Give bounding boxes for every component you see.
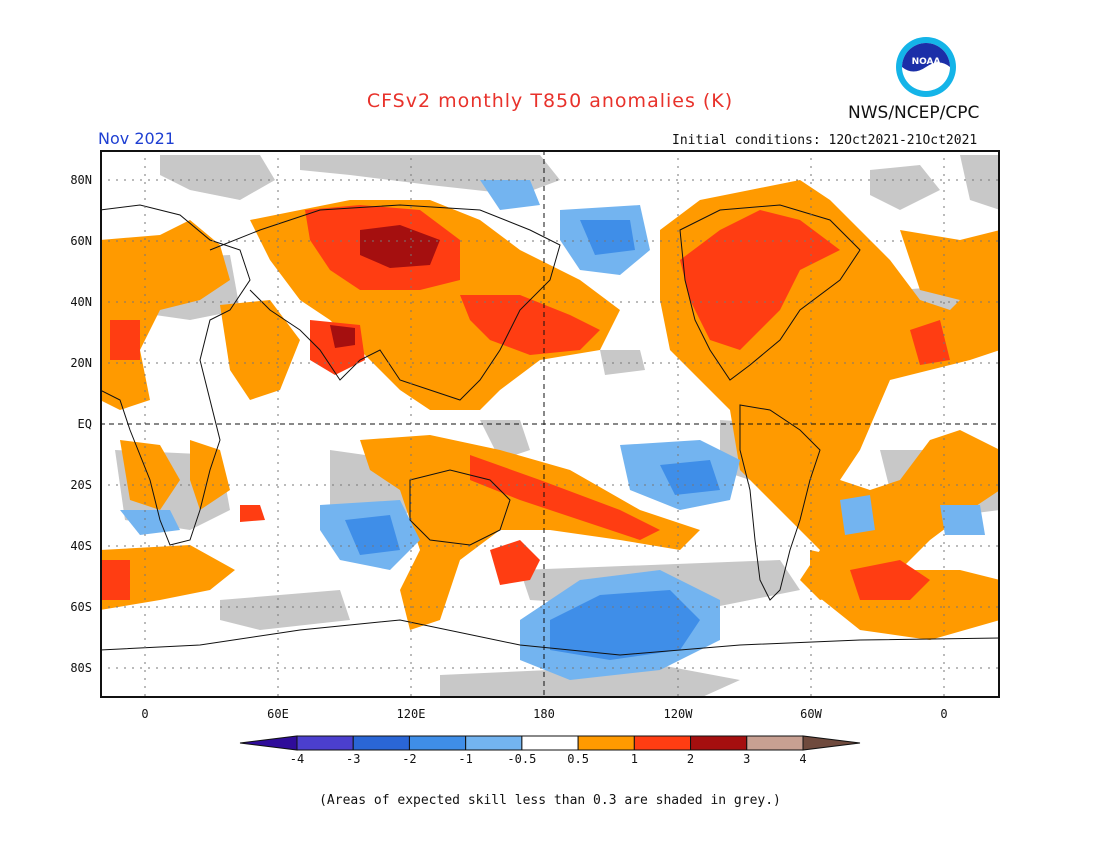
colorbar-label: 1: [630, 752, 638, 766]
skill-footnote: (Areas of expected skill less than 0.3 a…: [319, 793, 781, 808]
colorbar-label: -3: [345, 752, 361, 766]
lon-label: 120W: [663, 707, 693, 721]
colorbar-label: -1: [458, 752, 473, 766]
colorbar-cell: [408, 735, 467, 751]
forecast-month: Nov 2021: [98, 129, 176, 148]
lat-label: 60S: [70, 600, 92, 614]
colorbar-cell: [577, 735, 635, 751]
colorbar-cell: [690, 735, 748, 751]
colorbar-cell: [746, 735, 804, 751]
coastlines: [100, 204, 1000, 656]
colorbar-arrow-low: [239, 735, 298, 751]
lat-label: 20S: [70, 478, 92, 492]
map-title: CFSv2 monthly T850 anomalies (K): [366, 90, 734, 112]
lon-label: 0: [940, 707, 948, 721]
colorbar-label: 4: [799, 752, 807, 766]
lon-label: 180: [533, 707, 555, 721]
lat-label: 80S: [70, 661, 92, 675]
colorbar-label: -0.5: [507, 752, 537, 766]
colorbar-label: -4: [289, 752, 305, 766]
colorbar-label: 2: [686, 752, 695, 766]
colorbar-arrow-high: [802, 735, 861, 751]
lon-label: 60W: [800, 707, 822, 721]
anomaly-neg1-neg2: [345, 220, 720, 660]
lon-label: 60E: [267, 707, 289, 721]
map-border: [100, 150, 1000, 698]
lat-label: 20N: [70, 356, 92, 370]
agency-label: NWS/NCEP/CPC: [848, 103, 980, 123]
anomaly-map: [100, 150, 1000, 698]
colorbar-cell: [296, 735, 354, 751]
initial-conditions: Initial conditions: 12Oct2021-21Oct2021: [672, 133, 978, 148]
colorbar-label: 3: [743, 752, 751, 766]
colorbar-cell: [633, 735, 692, 751]
colorbar: [239, 735, 861, 751]
colorbar-label: -2: [402, 752, 417, 766]
colorbar-cell: [521, 735, 579, 751]
lon-label: 120E: [396, 707, 426, 721]
lat-label: 80N: [70, 173, 92, 187]
lat-label: EQ: [77, 417, 92, 431]
lat-label: 40S: [70, 539, 92, 553]
colorbar-cell: [352, 735, 410, 751]
anomaly-2-3: [330, 225, 440, 348]
colorbar-cell: [465, 735, 523, 751]
colorbar-label: 0.5: [567, 752, 589, 766]
noaa-logo-text: NOAA: [912, 57, 941, 67]
lat-label: 60N: [70, 234, 92, 248]
anomaly-1-2: [100, 205, 950, 600]
reference-lines: [100, 150, 1000, 698]
noaa-logo: NOAA: [895, 36, 957, 98]
lat-label: 40N: [70, 295, 92, 309]
lon-label: 0: [141, 707, 149, 721]
